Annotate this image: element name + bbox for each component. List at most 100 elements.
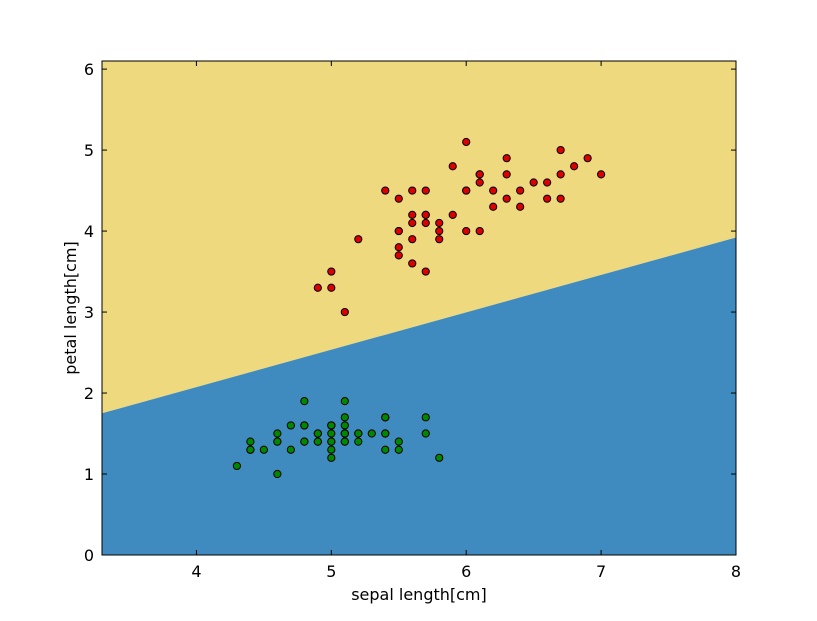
data-point-series-1 xyxy=(421,429,430,438)
data-point-series-0 xyxy=(313,283,322,292)
data-point-series-1 xyxy=(340,413,349,422)
data-point-series-1 xyxy=(340,421,349,430)
data-point-series-1 xyxy=(273,429,282,438)
data-point-series-1 xyxy=(300,437,309,446)
data-point-series-0 xyxy=(543,194,552,203)
data-point-series-0 xyxy=(475,178,484,187)
data-point-series-0 xyxy=(502,194,511,203)
data-point-series-0 xyxy=(381,186,390,195)
data-point-series-0 xyxy=(448,210,457,219)
plot-frame xyxy=(101,60,737,556)
data-point-series-1 xyxy=(313,429,322,438)
data-point-series-0 xyxy=(435,218,444,228)
x-tick-label: 5 xyxy=(326,562,336,581)
data-point-series-0 xyxy=(462,226,471,236)
data-point-series-0 xyxy=(475,170,484,179)
data-point-series-0 xyxy=(516,186,525,195)
y-tick-label: 0 xyxy=(84,546,94,565)
data-point-series-1 xyxy=(246,445,255,454)
y-tick-label: 1 xyxy=(84,465,94,484)
data-point-series-0 xyxy=(583,154,592,163)
data-point-series-1 xyxy=(381,413,390,422)
data-point-series-0 xyxy=(502,154,511,163)
data-point-series-0 xyxy=(529,178,538,187)
decision-region-lower xyxy=(102,237,736,555)
data-point-series-0 xyxy=(421,218,430,228)
data-point-series-0 xyxy=(448,162,457,171)
data-point-series-0 xyxy=(462,186,471,195)
y-tick-label: 6 xyxy=(84,60,94,79)
data-point-series-1 xyxy=(273,469,282,479)
x-axis-label: sepal length[cm] xyxy=(351,585,487,604)
data-point-series-0 xyxy=(394,226,403,236)
data-point-series-1 xyxy=(232,461,241,471)
data-point-series-0 xyxy=(421,186,430,195)
data-point-series-1 xyxy=(394,437,403,446)
data-point-series-1 xyxy=(354,429,363,438)
data-point-series-1 xyxy=(367,429,376,438)
data-point-series-0 xyxy=(408,218,417,228)
data-point-series-1 xyxy=(340,437,349,446)
data-point-series-0 xyxy=(394,251,403,260)
data-point-series-0 xyxy=(327,283,336,292)
data-point-series-0 xyxy=(327,267,336,276)
x-tick-label: 7 xyxy=(596,562,606,581)
y-tick-label: 5 xyxy=(84,141,94,160)
plot-area xyxy=(102,61,736,555)
data-point-series-1 xyxy=(340,429,349,438)
data-point-series-1 xyxy=(286,421,295,430)
data-point-series-0 xyxy=(394,243,403,252)
data-point-series-0 xyxy=(556,145,565,155)
data-point-series-0 xyxy=(421,210,430,219)
data-point-series-0 xyxy=(435,235,444,244)
data-point-series-0 xyxy=(408,186,417,195)
data-point-series-0 xyxy=(570,162,579,171)
data-point-series-0 xyxy=(489,186,498,195)
data-point-series-1 xyxy=(421,413,430,422)
data-point-series-1 xyxy=(313,437,322,446)
data-point-series-0 xyxy=(408,259,417,268)
data-point-series-0 xyxy=(394,194,403,203)
data-point-series-0 xyxy=(354,235,363,244)
data-point-series-0 xyxy=(340,307,349,317)
data-point-series-0 xyxy=(516,202,525,211)
data-point-series-1 xyxy=(327,445,336,454)
data-point-series-1 xyxy=(394,445,403,454)
decision-region-upper xyxy=(102,61,736,414)
data-point-series-0 xyxy=(421,267,430,276)
data-point-series-1 xyxy=(327,421,336,430)
data-point-series-1 xyxy=(259,445,268,454)
data-point-series-0 xyxy=(556,194,565,203)
y-axis: 0 1 2 3 4 5 6 xyxy=(84,60,736,565)
data-point-series-1 xyxy=(327,429,336,438)
x-tick-label: 4 xyxy=(191,562,201,581)
data-point-series-0 xyxy=(502,170,511,179)
data-point-series-1 xyxy=(381,445,390,454)
y-tick-label: 4 xyxy=(84,222,94,241)
data-point-series-0 xyxy=(543,178,552,187)
data-point-series-0 xyxy=(475,226,484,236)
data-point-series-0 xyxy=(435,226,444,236)
y-axis-label: petal length[cm] xyxy=(61,241,80,374)
data-point-series-1 xyxy=(340,397,349,406)
data-point-series-1 xyxy=(286,445,295,454)
data-point-series-1 xyxy=(381,429,390,438)
scatter-points xyxy=(232,137,606,479)
data-point-series-0 xyxy=(462,137,471,147)
y-tick-label: 2 xyxy=(84,384,94,403)
data-point-series-1 xyxy=(273,437,282,446)
data-point-series-0 xyxy=(556,170,565,179)
data-point-series-0 xyxy=(489,202,498,211)
data-point-series-1 xyxy=(246,437,255,446)
data-point-series-1 xyxy=(300,421,309,430)
y-tick-label: 3 xyxy=(84,303,94,322)
data-point-series-0 xyxy=(597,170,606,179)
data-point-series-1 xyxy=(354,437,363,446)
data-point-series-1 xyxy=(300,397,309,406)
data-point-series-1 xyxy=(327,453,336,462)
data-point-series-0 xyxy=(408,210,417,219)
data-point-series-0 xyxy=(408,235,417,244)
data-point-series-1 xyxy=(327,437,336,446)
x-tick-label: 6 xyxy=(461,562,471,581)
